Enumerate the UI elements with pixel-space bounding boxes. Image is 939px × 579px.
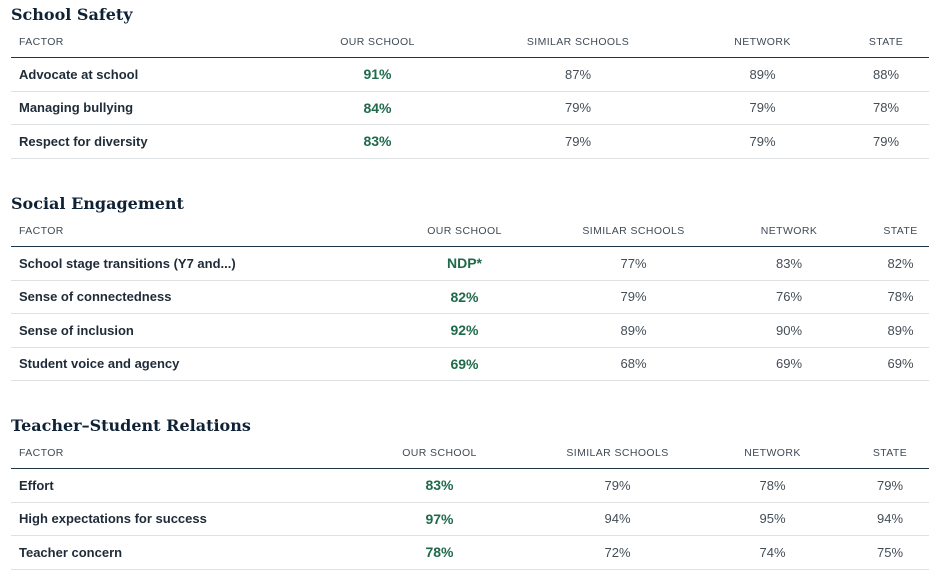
- column-header-similar-schools: SIMILAR SCHOOLS: [474, 26, 682, 58]
- similar-schools-cell: 68%: [561, 347, 706, 381]
- network-cell: 90%: [706, 313, 872, 348]
- factor-cell: High expectations for success: [11, 502, 338, 536]
- table-row: Effort 83% 79% 78% 79%: [11, 468, 929, 503]
- table-row: Managing bullying 84% 79% 79% 78%: [11, 91, 929, 125]
- factor-cell: Student voice and agency: [11, 347, 368, 381]
- teacher-student-relations-table: FACTOR OUR SCHOOL SIMILAR SCHOOLS NETWOR…: [11, 437, 929, 570]
- network-cell: 74%: [694, 535, 851, 570]
- our-school-cell: 78%: [338, 535, 541, 570]
- similar-schools-cell: 79%: [474, 91, 682, 125]
- social-engagement-table: FACTOR OUR SCHOOL SIMILAR SCHOOLS NETWOR…: [11, 215, 929, 381]
- table-row: Teacher concern 78% 72% 74% 75%: [11, 535, 929, 570]
- section-title: School Safety: [11, 5, 133, 24]
- network-cell: 76%: [706, 280, 872, 314]
- column-header-factor: FACTOR: [11, 215, 368, 247]
- our-school-cell: 91%: [281, 57, 474, 92]
- our-school-cell: 84%: [281, 91, 474, 125]
- factor-cell: Respect for diversity: [11, 124, 281, 159]
- network-cell: 78%: [694, 468, 851, 503]
- factor-cell: Managing bullying: [11, 91, 281, 125]
- table-row: High expectations for success 97% 94% 95…: [11, 502, 929, 536]
- our-school-cell: 83%: [338, 468, 541, 503]
- our-school-cell: 92%: [368, 313, 561, 348]
- state-cell: 79%: [851, 468, 929, 503]
- network-cell: 83%: [706, 246, 872, 281]
- state-cell: 78%: [872, 280, 929, 314]
- state-cell: 69%: [872, 347, 929, 381]
- factor-cell: Teacher concern: [11, 535, 338, 570]
- network-cell: 69%: [706, 347, 872, 381]
- our-school-cell: 82%: [368, 280, 561, 314]
- column-header-our-school: OUR SCHOOL: [338, 437, 541, 469]
- section-title: Social Engagement: [11, 194, 184, 213]
- state-cell: 79%: [843, 124, 929, 159]
- table-header-row: FACTOR OUR SCHOOL SIMILAR SCHOOLS NETWOR…: [11, 26, 929, 58]
- state-cell: 94%: [851, 502, 929, 536]
- similar-schools-cell: 77%: [561, 246, 706, 281]
- state-cell: 75%: [851, 535, 929, 570]
- table-row: Sense of connectedness 82% 79% 76% 78%: [11, 280, 929, 314]
- column-header-our-school: OUR SCHOOL: [368, 215, 561, 247]
- table-row: Student voice and agency 69% 68% 69% 69%: [11, 347, 929, 381]
- column-header-factor: FACTOR: [11, 26, 281, 58]
- similar-schools-cell: 72%: [541, 535, 694, 570]
- similar-schools-cell: 87%: [474, 57, 682, 92]
- factor-cell: Sense of connectedness: [11, 280, 368, 314]
- table-row: Respect for diversity 83% 79% 79% 79%: [11, 124, 929, 159]
- our-school-cell: NDP*: [368, 246, 561, 281]
- column-header-state: STATE: [872, 215, 929, 247]
- similar-schools-cell: 79%: [541, 468, 694, 503]
- network-cell: 79%: [682, 124, 843, 159]
- state-cell: 89%: [872, 313, 929, 348]
- state-cell: 78%: [843, 91, 929, 125]
- column-header-state: STATE: [843, 26, 929, 58]
- section-social-engagement: Social Engagement FACTOR OUR SCHOOL SIMI…: [11, 193, 929, 381]
- state-cell: 82%: [872, 246, 929, 281]
- table-row: Sense of inclusion 92% 89% 90% 89%: [11, 313, 929, 348]
- school-safety-table: FACTOR OUR SCHOOL SIMILAR SCHOOLS NETWOR…: [11, 26, 929, 159]
- column-header-similar-schools: SIMILAR SCHOOLS: [541, 437, 694, 469]
- column-header-state: STATE: [851, 437, 929, 469]
- network-cell: 89%: [682, 57, 843, 92]
- factor-cell: Advocate at school: [11, 57, 281, 92]
- factor-cell: Sense of inclusion: [11, 313, 368, 348]
- similar-schools-cell: 94%: [541, 502, 694, 536]
- column-header-network: NETWORK: [694, 437, 851, 469]
- table-header-row: FACTOR OUR SCHOOL SIMILAR SCHOOLS NETWOR…: [11, 437, 929, 469]
- column-header-our-school: OUR SCHOOL: [281, 26, 474, 58]
- table-row: Advocate at school 91% 87% 89% 88%: [11, 57, 929, 92]
- column-header-network: NETWORK: [682, 26, 843, 58]
- section-teacher-student-relations: Teacher–Student Relations FACTOR OUR SCH…: [11, 415, 929, 570]
- section-school-safety: School Safety FACTOR OUR SCHOOL SIMILAR …: [11, 4, 929, 159]
- network-cell: 95%: [694, 502, 851, 536]
- our-school-cell: 97%: [338, 502, 541, 536]
- column-header-factor: FACTOR: [11, 437, 338, 469]
- factor-cell: School stage transitions (Y7 and...): [11, 246, 368, 281]
- section-title: Teacher–Student Relations: [11, 416, 251, 435]
- our-school-cell: 83%: [281, 124, 474, 159]
- network-cell: 79%: [682, 91, 843, 125]
- table-header-row: FACTOR OUR SCHOOL SIMILAR SCHOOLS NETWOR…: [11, 215, 929, 247]
- our-school-cell: 69%: [368, 347, 561, 381]
- similar-schools-cell: 79%: [474, 124, 682, 159]
- factor-cell: Effort: [11, 468, 338, 503]
- similar-schools-cell: 89%: [561, 313, 706, 348]
- table-row: School stage transitions (Y7 and...) NDP…: [11, 246, 929, 281]
- state-cell: 88%: [843, 57, 929, 92]
- similar-schools-cell: 79%: [561, 280, 706, 314]
- column-header-network: NETWORK: [706, 215, 872, 247]
- column-header-similar-schools: SIMILAR SCHOOLS: [561, 215, 706, 247]
